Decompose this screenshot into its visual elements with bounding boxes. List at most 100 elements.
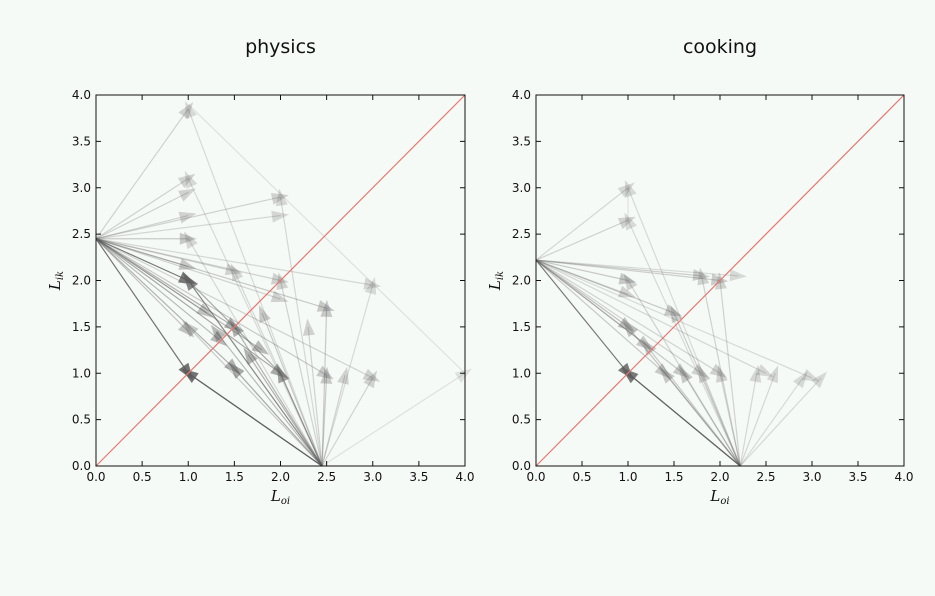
arrow-from-left [95,238,334,380]
y-axis-label: Lik [46,271,66,291]
y-tick-label: 4.0 [512,88,531,102]
y-tick-label: 0.0 [72,459,91,473]
y-tick-label: 1.5 [512,320,531,334]
arrow-from-bottom [210,324,323,467]
arrow-from-bottom [716,364,741,467]
x-tick-label: 1.5 [225,470,244,484]
y-tick-label: 1.5 [72,320,91,334]
x-tick-label: 3.0 [802,470,821,484]
arrow-from-left [95,238,242,332]
x-tick-label: 2.0 [710,470,729,484]
arrow-from-left [535,259,654,351]
x-tick-label: 4.0 [455,470,474,484]
arrow-from-bottom [277,365,323,467]
arrow-from-left [535,259,672,379]
arrow-from-bottom [303,318,323,467]
x-tick-label: 2.0 [271,470,290,484]
arrow-from-left [95,102,194,240]
arrow-from-left [535,216,636,261]
x-tick-label: 2.5 [317,470,336,484]
y-axis-label: Lik [486,271,506,291]
arrow-from-bottom [183,231,323,467]
arrow-from-left [95,211,197,240]
arrow-from-bottom [276,272,323,467]
arrow-from-left [95,238,382,290]
x-tick-label: 1.0 [179,470,198,484]
arrow-from-bottom [641,338,741,467]
arrow-from-left [95,188,196,240]
arrows-layer [535,179,827,467]
arrow-from-left [95,238,194,381]
arrow-from-bottom [697,267,741,467]
x-tick-label: 0.5 [572,470,591,484]
arrow-from-left [95,238,195,338]
y-tick-label: 2.5 [72,227,91,241]
y-tick-label: 3.0 [512,181,531,195]
arrow-from-left [535,259,635,332]
y-tick-label: 2.0 [512,274,531,288]
x-tick-label: 3.0 [363,470,382,484]
connector-line [187,103,466,374]
arrow-from-bottom [258,305,323,467]
reference-diagonal [95,94,466,467]
arrow-from-left [95,238,289,285]
x-tick-label: 3.5 [409,470,428,484]
arrow-from-left [95,238,270,355]
y-tick-label: 2.5 [512,227,531,241]
arrow-from-left [535,259,747,282]
x-axis-label: Loi [270,487,290,507]
y-tick-label: 2.0 [72,274,91,288]
arrow-from-bottom [624,179,741,467]
arrow-from-left [95,238,381,382]
x-tick-label: 1.5 [664,470,683,484]
arrow-from-left [95,238,197,270]
arrow-from-left [535,259,711,281]
arrow-from-left [535,259,690,379]
arrow-from-left [535,259,820,382]
x-tick-label: 2.5 [756,470,775,484]
arrow-from-bottom [321,366,349,467]
x-tick-label: 0.0 [86,470,105,484]
arrow-from-left [96,232,197,245]
panel-physics: physics 0.0 0.5 1.0 1.5 2.0 2.5 3.0 3.5 4.0 0.0 0.5… [46,36,475,507]
arrow-from-left [535,259,637,285]
arrow-from-bottom [698,365,741,467]
arrow-from-left [95,238,243,276]
arrow-from-bottom [243,347,323,467]
y-tick-label: 3.5 [512,134,531,148]
y-tick-label: 4.0 [72,88,91,102]
chart-title: cooking [683,36,757,58]
x-axis-label: Loi [709,487,729,507]
arrow-from-left [95,210,289,240]
arrow-from-bottom [624,212,741,467]
arrow-from-bottom [659,366,741,467]
x-tick-label: 4.0 [894,470,913,484]
reference-diagonal [535,94,905,467]
arrow-from-left [535,182,635,261]
arrow-from-bottom [739,371,827,467]
chart-title: physics [245,36,316,58]
arrow-from-bottom [678,366,741,467]
arrow-from-left [535,259,709,378]
arrow-from-bottom [185,101,323,467]
arrow-from-left [95,193,289,240]
y-tick-label: 3.5 [72,134,91,148]
arrow-from-bottom [739,365,779,467]
arrow-from-left [535,259,728,378]
arrow-from-bottom [621,367,741,467]
panel-cooking: cooking 0.0 0.5 1.0 1.5 2.0 2.5 3.0 3.5 4.0 0.0 0.5… [486,36,914,507]
arrow-from-bottom [715,272,741,467]
arrow-from-left [95,238,335,312]
arrow-from-bottom [275,188,323,467]
x-tick-label: 1.0 [618,470,637,484]
arrow-from-left [95,173,196,240]
arrow-from-bottom [320,366,333,467]
y-tick-label: 0.0 [512,459,531,473]
arrow-from-bottom [739,371,808,467]
arrow-from-left [95,238,214,318]
arrow-from-left [535,259,682,316]
arrow-from-bottom [321,368,473,467]
y-tick-label: 1.0 [72,366,91,380]
arrow-from-bottom [321,277,377,467]
